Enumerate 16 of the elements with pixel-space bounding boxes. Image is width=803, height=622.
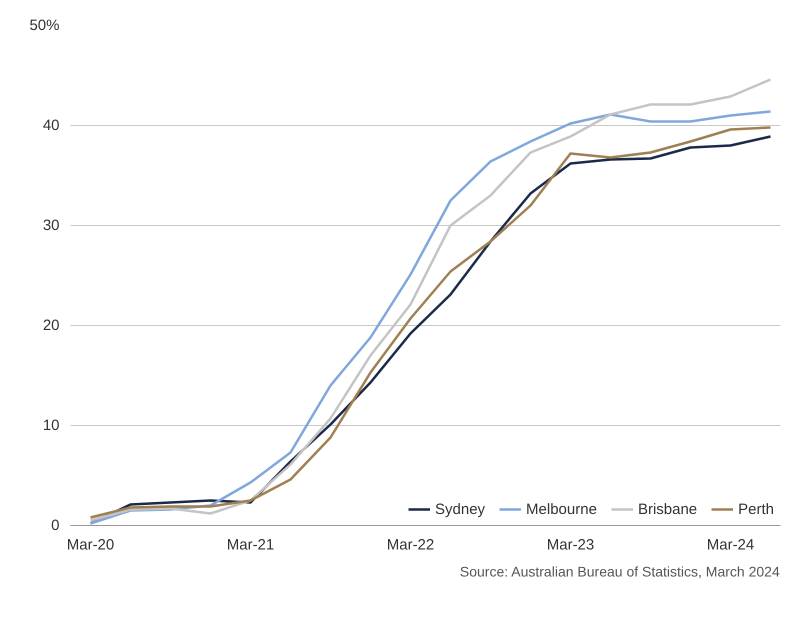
x-tick-label: Mar-21 (226, 536, 274, 554)
y-tick-label: 0 (51, 517, 60, 534)
legend-label: Melbourne (526, 500, 597, 518)
y-tick-label: 10 (42, 417, 60, 434)
legend-label: Perth (738, 500, 774, 518)
y-tick-label: 20 (42, 317, 60, 334)
legend-label: Brisbane (638, 500, 698, 518)
x-tick-label: Mar-24 (706, 536, 754, 554)
y-tick-label: 30 (42, 217, 60, 234)
legend-label: Sydney (435, 500, 486, 518)
x-tick-label: Mar-22 (386, 536, 434, 554)
y-tick-label: 50% (29, 17, 60, 34)
x-tick-label: Mar-20 (66, 536, 114, 554)
source-note: Source: Australian Bureau of Statistics, March 2024 (460, 564, 780, 580)
y-tick-label: 40 (42, 117, 60, 134)
x-tick-label: Mar-23 (546, 536, 594, 554)
